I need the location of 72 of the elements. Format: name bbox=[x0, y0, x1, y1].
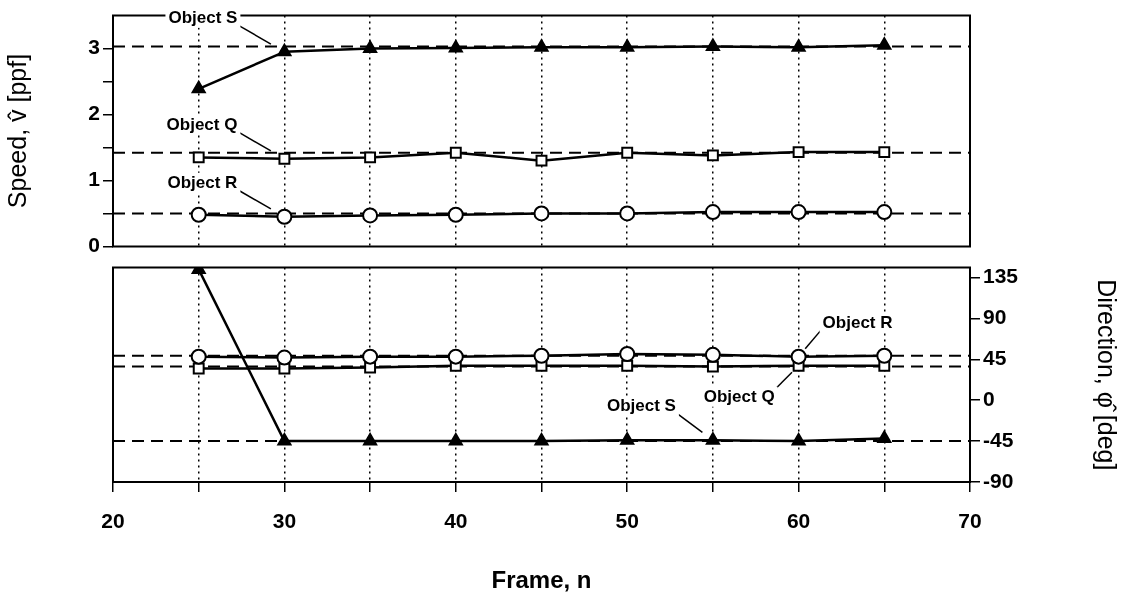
y2-tick-label: 45 bbox=[983, 346, 1007, 370]
x-axis-title: Frame, n bbox=[491, 566, 592, 594]
y2-tick-label: 135 bbox=[983, 264, 1019, 288]
point bbox=[448, 39, 463, 53]
point bbox=[791, 433, 806, 446]
x-tick-label: 50 bbox=[615, 509, 639, 533]
point bbox=[791, 39, 806, 52]
point bbox=[447, 206, 464, 223]
point bbox=[621, 359, 634, 372]
point bbox=[621, 146, 634, 159]
point bbox=[704, 204, 721, 221]
point bbox=[363, 40, 378, 54]
point bbox=[705, 38, 720, 52]
point bbox=[706, 360, 719, 373]
point bbox=[192, 362, 205, 375]
point bbox=[190, 206, 207, 223]
point bbox=[276, 208, 293, 225]
point bbox=[792, 146, 805, 159]
point bbox=[619, 205, 636, 222]
point bbox=[620, 39, 635, 52]
point bbox=[706, 149, 719, 162]
y-axis-title: Speed, v̂ [ppf] bbox=[2, 53, 31, 209]
point bbox=[790, 348, 807, 365]
y2-tick-label: 0 bbox=[983, 387, 995, 411]
x-tick-label: 70 bbox=[958, 509, 982, 533]
y-tick-label: 2 bbox=[88, 101, 100, 125]
point bbox=[277, 43, 292, 57]
point bbox=[876, 204, 893, 221]
x-tick-label: 60 bbox=[786, 509, 811, 533]
point bbox=[449, 146, 462, 159]
series-label: Object Q bbox=[166, 114, 238, 134]
point bbox=[364, 151, 377, 164]
point bbox=[191, 80, 206, 94]
series-label: Object Q bbox=[703, 386, 775, 406]
point bbox=[190, 348, 207, 365]
x-tick-label: 40 bbox=[444, 509, 468, 533]
series-label: Object R bbox=[822, 312, 893, 332]
series-label: Object R bbox=[167, 172, 238, 192]
point bbox=[534, 39, 549, 52]
y2-tick-label: -90 bbox=[983, 468, 1014, 492]
point bbox=[533, 205, 550, 222]
point bbox=[535, 154, 548, 167]
point bbox=[448, 433, 463, 446]
y2-tick-label: 90 bbox=[983, 305, 1007, 329]
point bbox=[534, 433, 549, 446]
point bbox=[877, 430, 892, 443]
point bbox=[533, 347, 550, 364]
x-tick-label: 20 bbox=[101, 509, 125, 533]
y-tick-label: 3 bbox=[88, 35, 100, 59]
text: Object S bbox=[168, 8, 238, 28]
point bbox=[278, 152, 291, 165]
point bbox=[447, 348, 464, 365]
y2-axis-title: Direction, φ̂ [deg] bbox=[1093, 279, 1122, 471]
y2-tick-label: -45 bbox=[983, 427, 1014, 451]
point bbox=[277, 433, 292, 446]
point bbox=[362, 348, 379, 365]
point bbox=[705, 432, 720, 445]
point bbox=[192, 151, 205, 164]
point bbox=[704, 346, 721, 363]
point bbox=[276, 349, 293, 366]
point bbox=[876, 347, 893, 364]
point bbox=[619, 345, 636, 362]
x-tick-label: 30 bbox=[272, 509, 297, 533]
y-tick-label: 1 bbox=[88, 167, 101, 191]
y-tick-label: 0 bbox=[88, 233, 100, 257]
series-label: Object S bbox=[606, 396, 676, 416]
point bbox=[878, 146, 891, 159]
point bbox=[363, 433, 378, 446]
point bbox=[362, 207, 379, 224]
point bbox=[620, 432, 635, 445]
point bbox=[877, 37, 892, 50]
point bbox=[790, 204, 807, 221]
